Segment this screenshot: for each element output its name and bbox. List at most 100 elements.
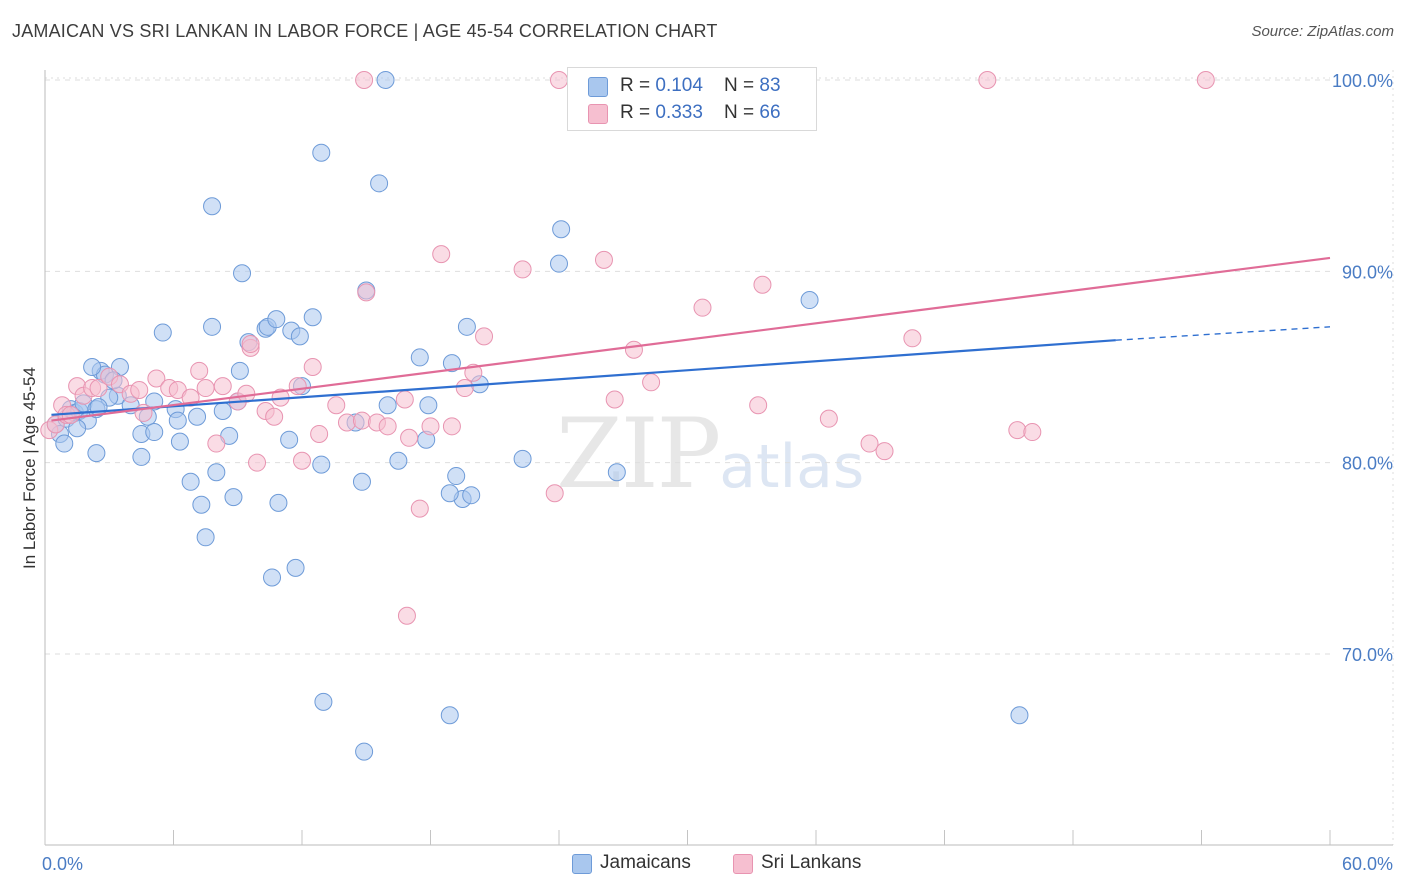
sri-lankan-point [288, 377, 307, 396]
sri-lankan-point [860, 434, 879, 453]
sri-lankan-point [397, 606, 416, 625]
legend-r-label: R = [620, 75, 656, 96]
y-tick-label: 100.0% [1332, 71, 1393, 91]
sri-lankan-point [357, 283, 376, 302]
series-legend: Jamaicans Sri Lankans [0, 852, 1406, 878]
zipatlas-watermark: ZIPatlas [556, 398, 864, 510]
watermark-zip: ZIP [556, 398, 721, 510]
sri-lankan-point [753, 275, 772, 294]
sri-lankan-point [1023, 423, 1042, 442]
sri-lankan-point [421, 417, 440, 436]
sri-lankan-point [624, 340, 643, 359]
legend-text-sri-lankans: R = 0.333 N = 66 [620, 102, 781, 124]
sri-lankan-point [213, 377, 232, 396]
jamaican-point [196, 528, 215, 547]
jamaican-point [224, 488, 243, 507]
jamaican-point [132, 447, 151, 466]
jamaican-point [192, 495, 211, 514]
jamaicans-trend-line [51, 339, 1116, 416]
sri-lankan-point [196, 379, 215, 398]
jamaican-point [269, 493, 288, 512]
y-axis-label: In Labor Force | Age 45-54 [20, 367, 39, 569]
jamaican-point [145, 392, 164, 411]
legend-label-jamaicans: Jamaicans [600, 852, 691, 873]
jamaican-point [168, 411, 187, 430]
jamaican-point [462, 486, 481, 505]
jamaican-point [286, 558, 305, 577]
jamaican-point [389, 451, 408, 470]
sri-lankan-point [327, 396, 346, 415]
watermark-atlas: atlas [719, 432, 865, 502]
sri-lankans-trend-line [51, 256, 1331, 422]
jamaican-point [213, 402, 232, 421]
jamaican-point [290, 327, 309, 346]
sri-lankan-point [605, 390, 624, 409]
sri-lankan-point [241, 335, 260, 354]
legend-n-value: 83 [759, 75, 781, 96]
jamaican-point [263, 568, 282, 587]
sri-lankan-point [303, 358, 322, 376]
sri-lankan-point [819, 409, 838, 428]
chart-title: JAMAICAN VS SRI LANKAN IN LABOR FORCE | … [12, 21, 718, 41]
jamaican-point [203, 317, 222, 336]
jamaican-point [513, 449, 532, 468]
jamaican-point [440, 484, 459, 503]
sri-lankan-point [410, 499, 429, 518]
sri-lankans-swatch [733, 854, 753, 874]
correlation-legend: R = 0.104 N = 83 R = 0.333 N = 66 [567, 67, 817, 131]
sri-lankan-point [248, 453, 267, 472]
sri-lankan-point [455, 379, 474, 398]
jamaican-point [203, 197, 222, 216]
jamaican-point [607, 463, 626, 482]
jamaicans-swatch [572, 854, 592, 874]
sri-lankan-point [355, 71, 374, 89]
legend-text-jamaicans: R = 0.104 N = 83 [620, 75, 781, 97]
sri-lankan-point [442, 417, 461, 436]
jamaican-point [355, 742, 374, 761]
jamaican-point [410, 348, 429, 367]
jamaican-point [457, 317, 476, 336]
legend-n-value: 66 [759, 102, 781, 123]
jamaican-point [233, 264, 252, 283]
sri-lankan-point [395, 390, 414, 409]
points-layer [40, 71, 1215, 761]
legend-n-label: N = [724, 75, 760, 96]
jamaican-point [83, 358, 102, 376]
sri-lankan-point [903, 329, 922, 348]
jamaican-point [314, 692, 333, 711]
trend-layer [51, 256, 1331, 422]
sri-lankan-point [642, 373, 661, 392]
sri-lankan-point [749, 396, 768, 415]
jamaican-point [440, 706, 459, 725]
jamaican-point [145, 423, 164, 442]
sri-lankan-point [378, 417, 397, 436]
axis-layer [44, 70, 1393, 846]
jamaican-point [87, 444, 106, 463]
jamaican-point [303, 308, 322, 327]
legend-r-value: 0.104 [655, 75, 703, 96]
legend-r-value: 0.333 [655, 102, 703, 123]
jamaican-point [181, 472, 200, 491]
legend-n-label: N = [724, 102, 760, 123]
sri-lankan-point [1008, 421, 1027, 440]
jamaican-point [447, 467, 466, 486]
jamaican-point [280, 430, 299, 449]
jamaican-point [442, 354, 461, 373]
jamaican-point [153, 323, 172, 342]
jamaican-point [207, 463, 226, 482]
jamaican-point [55, 434, 74, 453]
sri-lankan-point [293, 451, 311, 470]
jamaican-point [230, 361, 249, 380]
jamaican-point [267, 310, 286, 329]
sri-lankan-point [594, 250, 613, 269]
jamaican-point [170, 432, 189, 451]
jamaicans-swatch [588, 77, 608, 97]
jamaicans-trend-extension [1115, 326, 1331, 341]
sri-lankan-point [875, 442, 894, 461]
jamaican-point [550, 254, 568, 273]
jamaican-point [1010, 706, 1029, 725]
sri-lankan-point [265, 407, 284, 426]
sri-lankan-point [190, 361, 209, 380]
sri-lankan-point [89, 379, 108, 398]
sri-lankans-swatch [588, 104, 608, 124]
